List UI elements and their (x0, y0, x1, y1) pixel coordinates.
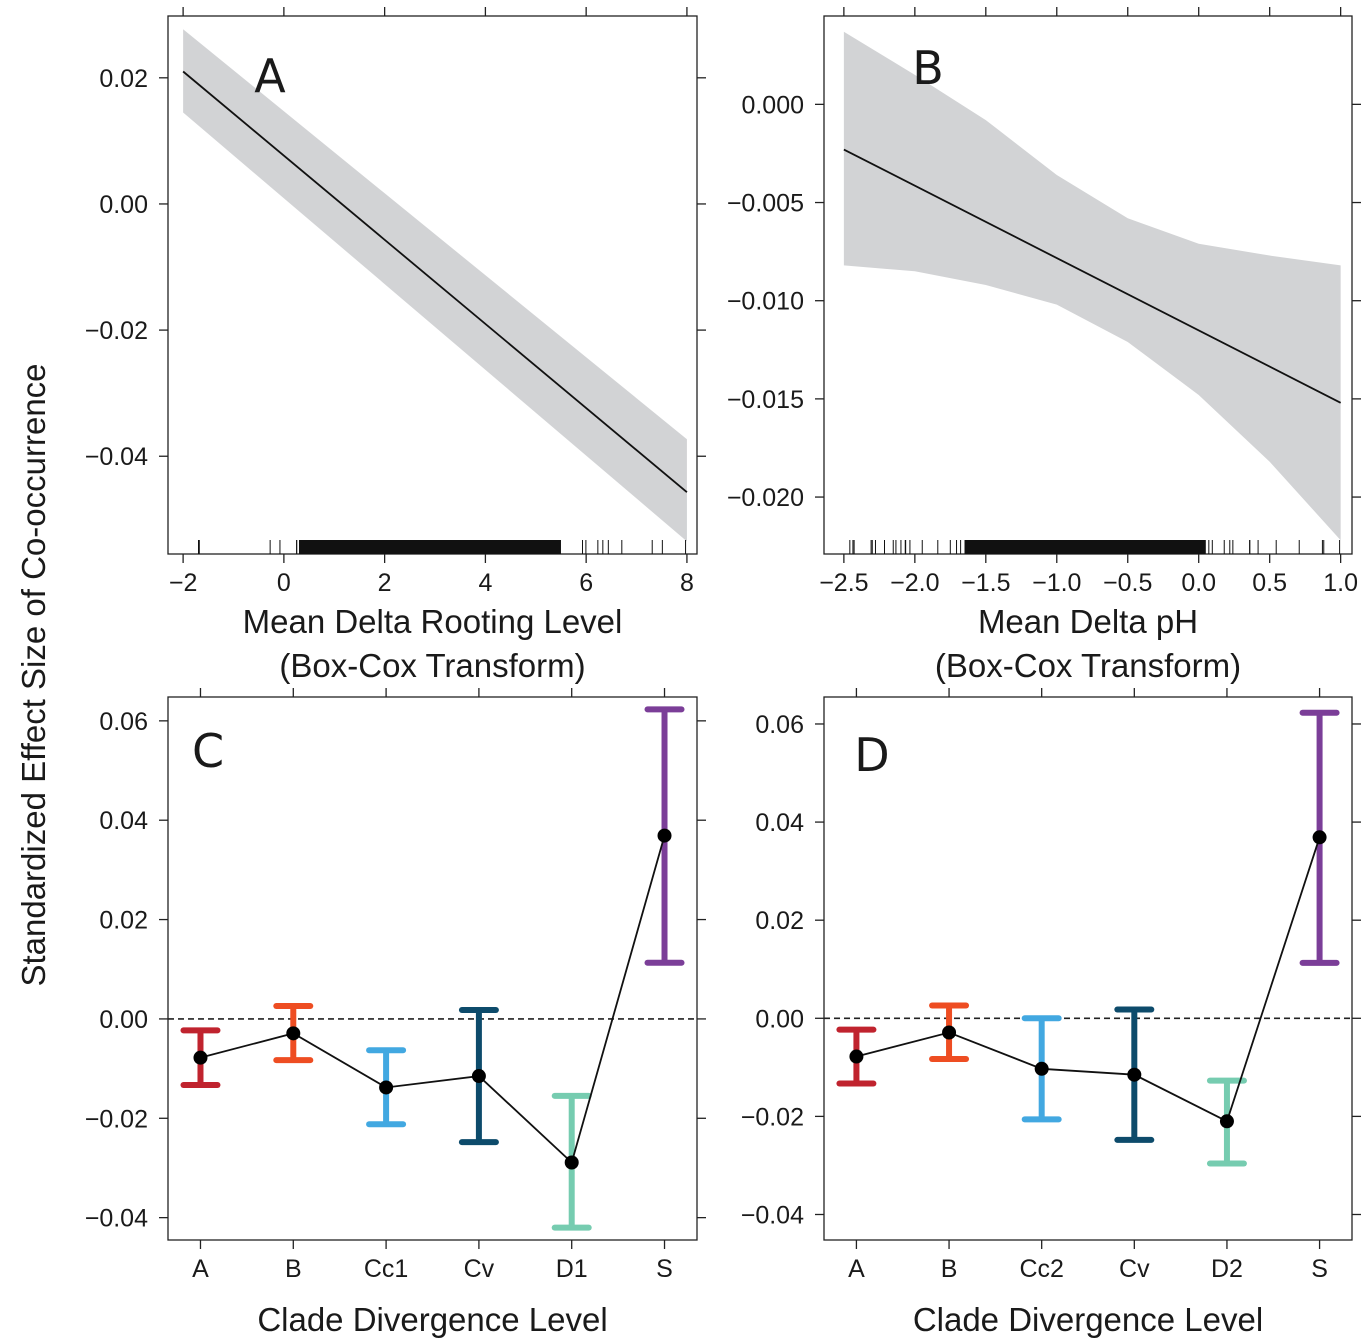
panel-D: 0.06 0.04 0.02 0.00 −0.02 −0.04 A B Cc2 Cv D2 S Clad… (741, 688, 1361, 1338)
panel-label: A (254, 49, 286, 103)
x-tick-label: 6 (579, 569, 593, 597)
y-tick-label: −0.005 (727, 190, 804, 218)
y-tick-label: −0.02 (85, 1105, 148, 1133)
x-tick-label: −1.5 (961, 569, 1010, 597)
rug-marks (198, 540, 687, 554)
shared-y-axis-title: Standardized Effect Size of Co-occurrenc… (15, 363, 52, 986)
y-tick-label: −0.02 (85, 317, 148, 345)
x-axis-title: Mean Delta Rooting Level (243, 603, 623, 640)
y-tick-label: 0.04 (755, 809, 804, 837)
rug-marks (849, 540, 1341, 554)
x-axis-title: Mean Delta pH (978, 603, 1198, 640)
x-tick-label: −0.5 (1103, 569, 1152, 597)
mean-point-Cc2 (1034, 1061, 1049, 1076)
x-tick-label: D1 (556, 1255, 588, 1283)
x-tick-label: S (656, 1255, 673, 1283)
x-tick-label: 0.0 (1181, 569, 1216, 597)
panel-label: D (854, 728, 889, 782)
x-tick-label: −1.0 (1032, 569, 1081, 597)
y-tick-label: −0.02 (741, 1103, 804, 1131)
mean-connector-line (856, 837, 1321, 1123)
mean-point-A (849, 1049, 864, 1064)
mean-point-D2 (1219, 1114, 1234, 1129)
x-tick-label: B (285, 1255, 302, 1283)
rug-dense-block (298, 540, 561, 554)
mean-point-D1 (564, 1155, 579, 1170)
panel-B: 0.000 −0.005 −0.010 −0.015 −0.020 −2.5 −2.0 −1.… (727, 7, 1361, 684)
x-tick-label: S (1311, 1255, 1328, 1283)
plot-frame (823, 696, 1353, 1241)
panel-C: 0.06 0.04 0.02 0.00 −0.02 −0.04 A B Cc1 Cv D1 S Clad… (85, 688, 706, 1338)
x-tick-label: B (941, 1255, 958, 1283)
mean-point-Cv (1127, 1067, 1142, 1082)
x-tick-label: Cc2 (1019, 1255, 1063, 1283)
regression-line (843, 148, 1342, 404)
x-tick-label: Cv (1119, 1255, 1150, 1283)
y-tick-label: 0.02 (99, 65, 148, 93)
confidence-band (843, 31, 1341, 541)
y-tick-label: −0.04 (85, 443, 148, 471)
y-tick-label: −0.015 (727, 386, 804, 414)
y-tick-label: −0.020 (727, 484, 804, 512)
panel-label: B (912, 41, 944, 95)
x-tick-label: −2.0 (890, 569, 939, 597)
y-tick-label: 0.06 (99, 708, 148, 736)
y-tick-label: 0.02 (755, 907, 804, 935)
y-tick-label: 0.00 (99, 191, 148, 219)
y-tick-label: 0.00 (755, 1005, 804, 1033)
y-tick-label: −0.04 (85, 1205, 148, 1233)
x-tick-label: Cv (464, 1255, 495, 1283)
x-tick-label: 0.5 (1252, 569, 1287, 597)
mean-point-Cc1 (379, 1080, 394, 1095)
mean-point-Cv (471, 1069, 486, 1084)
plot-frame (167, 696, 698, 1241)
x-tick-label: 4 (478, 569, 492, 597)
x-tick-label: 2 (378, 569, 392, 597)
x-tick-label: 8 (680, 569, 694, 597)
x-tick-label: 0 (277, 569, 291, 597)
rug-dense-block (964, 540, 1206, 554)
mean-point-B (286, 1026, 301, 1041)
panel-label: C (192, 724, 224, 778)
x-tick-label: −2.5 (819, 569, 868, 597)
x-axis-title: Clade Divergence Level (913, 1301, 1263, 1338)
x-tick-label: Cc1 (364, 1255, 408, 1283)
x-tick-label: A (848, 1255, 865, 1283)
x-axis-title: (Box-Cox Transform) (935, 647, 1241, 684)
regression-line (182, 70, 688, 493)
x-tick-label: A (192, 1255, 209, 1283)
y-tick-label: 0.000 (741, 91, 804, 119)
x-tick-label: D2 (1211, 1255, 1243, 1283)
y-tick-label: 0.02 (99, 907, 148, 935)
y-tick-label: 0.06 (755, 711, 804, 739)
x-axis-title: Clade Divergence Level (257, 1301, 607, 1338)
x-tick-label: −2 (169, 569, 198, 597)
y-tick-label: −0.04 (741, 1201, 804, 1229)
confidence-band (183, 29, 687, 542)
x-tick-label: 1.0 (1323, 569, 1358, 597)
y-tick-label: −0.010 (727, 288, 804, 316)
y-tick-label: 0.04 (99, 807, 148, 835)
y-tick-label: 0.00 (99, 1006, 148, 1034)
mean-point-B (942, 1025, 957, 1040)
panel-A: 0.02 0.00 −0.02 −0.04 −2 0 2 4 6 8 Mean Delta Root… (85, 7, 706, 684)
mean-point-S (1312, 830, 1327, 845)
x-axis-title: (Box-Cox Transform) (279, 647, 585, 684)
mean-point-A (193, 1050, 208, 1065)
mean-connector-line (200, 835, 666, 1165)
mean-point-S (657, 828, 672, 843)
